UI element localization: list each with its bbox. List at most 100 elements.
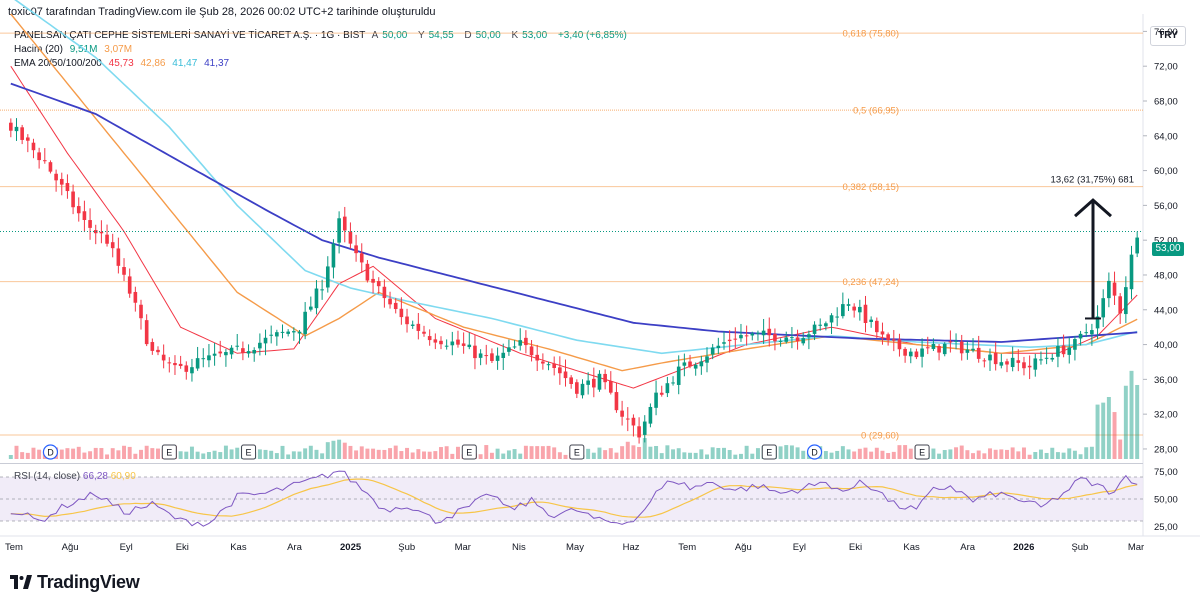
candle [1050, 353, 1055, 362]
dividend-marker: D [806, 444, 823, 460]
candle-body [308, 306, 313, 310]
candle-body [1061, 345, 1066, 355]
candle [1073, 335, 1077, 361]
marker-label: E [166, 448, 172, 458]
volume-bar [218, 452, 223, 459]
candle [999, 353, 1004, 369]
x-tick-label: Eyl [793, 542, 806, 553]
earnings-marker: E [461, 444, 477, 460]
volume-bar [625, 441, 630, 459]
volume-bar [1010, 447, 1015, 459]
volume-bar [705, 454, 709, 459]
candle [1118, 293, 1123, 324]
marker-shape [761, 444, 777, 460]
candle-body [863, 304, 868, 324]
candle-body [76, 206, 81, 214]
volume-bar [722, 447, 726, 459]
volume-bar [410, 452, 415, 459]
y-tick-label: 52,00 [1154, 236, 1178, 247]
candle [614, 382, 619, 413]
ema-legend[interactable]: EMA 20/50/100/200 45,73 42,86 41,47 41,3… [14, 57, 233, 70]
volume-bar [223, 445, 228, 459]
candle [778, 338, 783, 347]
candle-body [359, 253, 364, 263]
candle [824, 321, 828, 331]
candle-body [178, 363, 183, 367]
fib-level-label: 0,382 (58,15) [842, 182, 899, 193]
volume-bar [523, 445, 528, 459]
volume-bar [14, 445, 19, 459]
volume-bar [365, 448, 370, 459]
candle [631, 414, 636, 437]
candle [835, 307, 840, 327]
symbol-name[interactable]: PANELSAN ÇATI CEPHE SİSTEMLERİ SANAYİ VE… [14, 30, 366, 41]
candle-body [1118, 296, 1123, 314]
volume-bar [971, 453, 976, 459]
volume-bar [999, 449, 1004, 459]
candle [954, 333, 958, 350]
volume-bar [139, 449, 143, 459]
candle [722, 331, 726, 350]
candle [976, 335, 981, 363]
candle [744, 325, 749, 346]
candle-body [473, 345, 477, 359]
candle [365, 260, 370, 283]
volume-bar [1021, 447, 1026, 459]
candle [591, 367, 596, 398]
candle-body [744, 335, 749, 337]
currency-button[interactable]: TRY [1150, 26, 1186, 46]
volume-bar [342, 442, 347, 459]
candle [688, 354, 692, 369]
volume-bar [348, 445, 353, 459]
candle [767, 317, 772, 347]
candle-body [376, 281, 381, 287]
candle [1005, 358, 1009, 373]
candle-body [699, 361, 704, 367]
candle-body [286, 331, 290, 334]
candle-body [59, 178, 64, 185]
x-tick-label: Ağu [735, 542, 752, 553]
candle [1056, 337, 1060, 368]
candle-body [484, 355, 489, 357]
candle [841, 292, 845, 319]
candle [925, 336, 930, 355]
candle-body [807, 334, 811, 338]
candle-body [439, 340, 443, 345]
volume-bar [976, 450, 981, 459]
candle [37, 147, 41, 169]
candle-body [54, 173, 58, 181]
candle-body [512, 346, 517, 348]
candle [1090, 323, 1094, 346]
candle-body [9, 122, 13, 131]
candle-body [275, 332, 279, 337]
x-tick-label: Mar [455, 542, 471, 553]
marker-shape [42, 444, 59, 460]
candle-body [342, 216, 347, 231]
candle [965, 341, 970, 360]
volume-bar [65, 448, 70, 459]
volume-bar [427, 451, 432, 459]
rsi-legend[interactable]: RSI (14, close) 66,28 60,90 [14, 471, 136, 482]
candle [467, 332, 472, 350]
volume-bar [1044, 452, 1049, 459]
volume-bar [897, 445, 902, 459]
candle [484, 344, 489, 365]
candle-body [642, 421, 647, 435]
candle [908, 348, 913, 364]
candle [105, 224, 109, 247]
volume-bar [1033, 452, 1038, 459]
volume-bar [450, 453, 455, 459]
tradingview-logo[interactable]: TradingView [10, 572, 140, 593]
candle-body [110, 242, 115, 249]
candle [1010, 346, 1015, 372]
volume-bar [891, 451, 896, 459]
candle-body [790, 337, 794, 339]
volume-label: Hacim (20) [14, 44, 63, 55]
rsi-tick-label: 75,00 [1154, 467, 1178, 478]
candle-body [241, 348, 245, 353]
candle [710, 343, 715, 360]
candle [252, 347, 257, 362]
candle-body [829, 315, 834, 323]
candle-body [1022, 362, 1026, 369]
